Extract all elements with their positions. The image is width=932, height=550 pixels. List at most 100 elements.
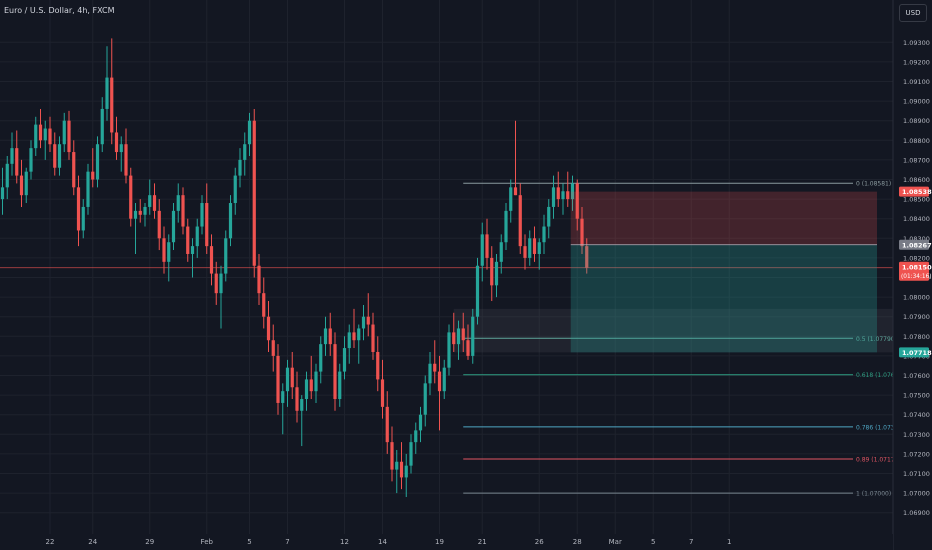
candle-body: [537, 242, 541, 254]
candle-body: [0, 187, 5, 200]
time-tick-label: 7: [285, 538, 289, 546]
time-tick-label: 14: [378, 538, 387, 546]
candle-body: [91, 171, 95, 180]
price-tick-label: 1.08300: [903, 235, 930, 243]
stop-price-tag: 1.08538: [902, 188, 932, 196]
candle-body: [76, 187, 81, 231]
stop-loss-zone: [570, 191, 877, 245]
candle-body: [395, 461, 399, 470]
price-tick-label: 1.08900: [903, 117, 930, 125]
candle-body: [219, 273, 223, 294]
time-tick-label: 24: [88, 538, 97, 546]
candle-body: [428, 363, 432, 384]
price-axis[interactable]: 1.09300 1.09200 1.09100 1.09000 1.08900 1.088…: [892, 0, 932, 550]
candle-body: [490, 257, 494, 286]
candle-body: [433, 363, 437, 372]
candle-body: [361, 316, 366, 329]
candle-body: [575, 183, 579, 219]
candle-body: [532, 238, 537, 254]
time-tick-label: Feb: [201, 538, 214, 546]
candle-body: [475, 265, 480, 317]
candle-body: [566, 191, 570, 200]
candle-body: [423, 383, 427, 415]
candle-body: [290, 367, 294, 388]
candle-body: [171, 210, 176, 243]
target-price-tag-bg: [899, 347, 929, 358]
grid-lines: [0, 0, 893, 534]
fib-level-label: 0.89 (1.07174): [856, 456, 901, 463]
candle-body: [461, 328, 465, 341]
candle-body: [409, 442, 413, 466]
candle-body: [209, 246, 214, 274]
short-position-tool[interactable]: [570, 191, 877, 353]
current-price-tag-bg: [899, 261, 929, 281]
price-tick-label: 1.07600: [903, 372, 930, 380]
time-axis[interactable]: 22 24 29 Feb 5 7 12 14 19 21 26 28 Mar 5 7 1: [0, 534, 893, 550]
candle-body: [95, 144, 100, 180]
candle-body: [418, 414, 423, 431]
candle-body: [138, 210, 142, 215]
candle-body: [399, 461, 404, 478]
fib-level-label: 1 (1.07000): [856, 491, 891, 498]
zones-layer: [453, 308, 893, 353]
candle-body: [442, 367, 446, 392]
target-price-tag: 1.07718: [902, 349, 932, 357]
candle-body: [414, 430, 418, 443]
candle-body: [124, 144, 128, 176]
price-tick-label: 1.07900: [903, 313, 930, 321]
fib-level-label: 0.786 (1.07338): [856, 424, 905, 431]
price-tick-label: 1.08500: [903, 196, 930, 204]
candle-body: [195, 226, 199, 247]
entry-price-tag-bg: [899, 239, 929, 250]
candle-body: [233, 175, 237, 204]
candle-body: [228, 203, 233, 239]
candle-body: [281, 391, 285, 403]
candle-body: [143, 206, 147, 215]
candle-body: [309, 379, 313, 392]
candle-body: [300, 399, 304, 411]
candle-body: [380, 379, 385, 407]
candle-body: [81, 206, 85, 231]
candle-body: [157, 210, 161, 239]
candle-body: [34, 124, 38, 149]
candle-body: [271, 340, 275, 356]
candle-body: [100, 108, 104, 145]
time-tick-label: 5: [247, 538, 251, 546]
candle-countdown: (01:34:16): [901, 274, 932, 280]
candle-body: [148, 195, 152, 207]
price-tick-label: 1.09200: [903, 58, 930, 66]
candle-body: [205, 203, 209, 247]
candle-body: [262, 293, 266, 317]
candle-body: [86, 171, 90, 207]
price-tick-label: 1.08600: [903, 176, 930, 184]
support-zone: [453, 308, 893, 353]
price-tick-label: 1.07100: [903, 470, 930, 478]
entry-price-tag: 1.08267: [902, 241, 932, 249]
candle-body: [133, 210, 138, 219]
fibonacci-retracement[interactable]: 0 (1.08581) 0.5 (1.07790) 0.618 (1.07604) 0…: [0, 181, 905, 498]
candle-body: [485, 234, 489, 258]
candle-body: [509, 187, 513, 211]
candle-body: [499, 242, 503, 262]
candle-body: [266, 316, 271, 341]
candle-body: [385, 406, 389, 443]
candle-body: [129, 175, 133, 219]
time-tick-label: 28: [573, 538, 582, 546]
stop-price-tag-bg: [899, 186, 929, 197]
currency-button[interactable]: USD: [899, 4, 927, 22]
candle-body: [10, 148, 14, 164]
candle-body: [447, 332, 451, 368]
candle-body: [43, 128, 47, 141]
price-tick-label: 1.07200: [903, 450, 930, 458]
candle-body: [513, 187, 518, 196]
fib-level-label: 0.5 (1.07790): [856, 336, 897, 343]
candle-body: [456, 328, 461, 345]
candle-body: [243, 144, 247, 160]
candle-body: [523, 246, 527, 258]
candle-body: [404, 465, 408, 478]
take-profit-zone: [570, 244, 877, 353]
candle-body: [328, 328, 332, 345]
price-tick-label: 1.07500: [903, 392, 930, 400]
price-tick-label: 1.09000: [903, 98, 930, 106]
